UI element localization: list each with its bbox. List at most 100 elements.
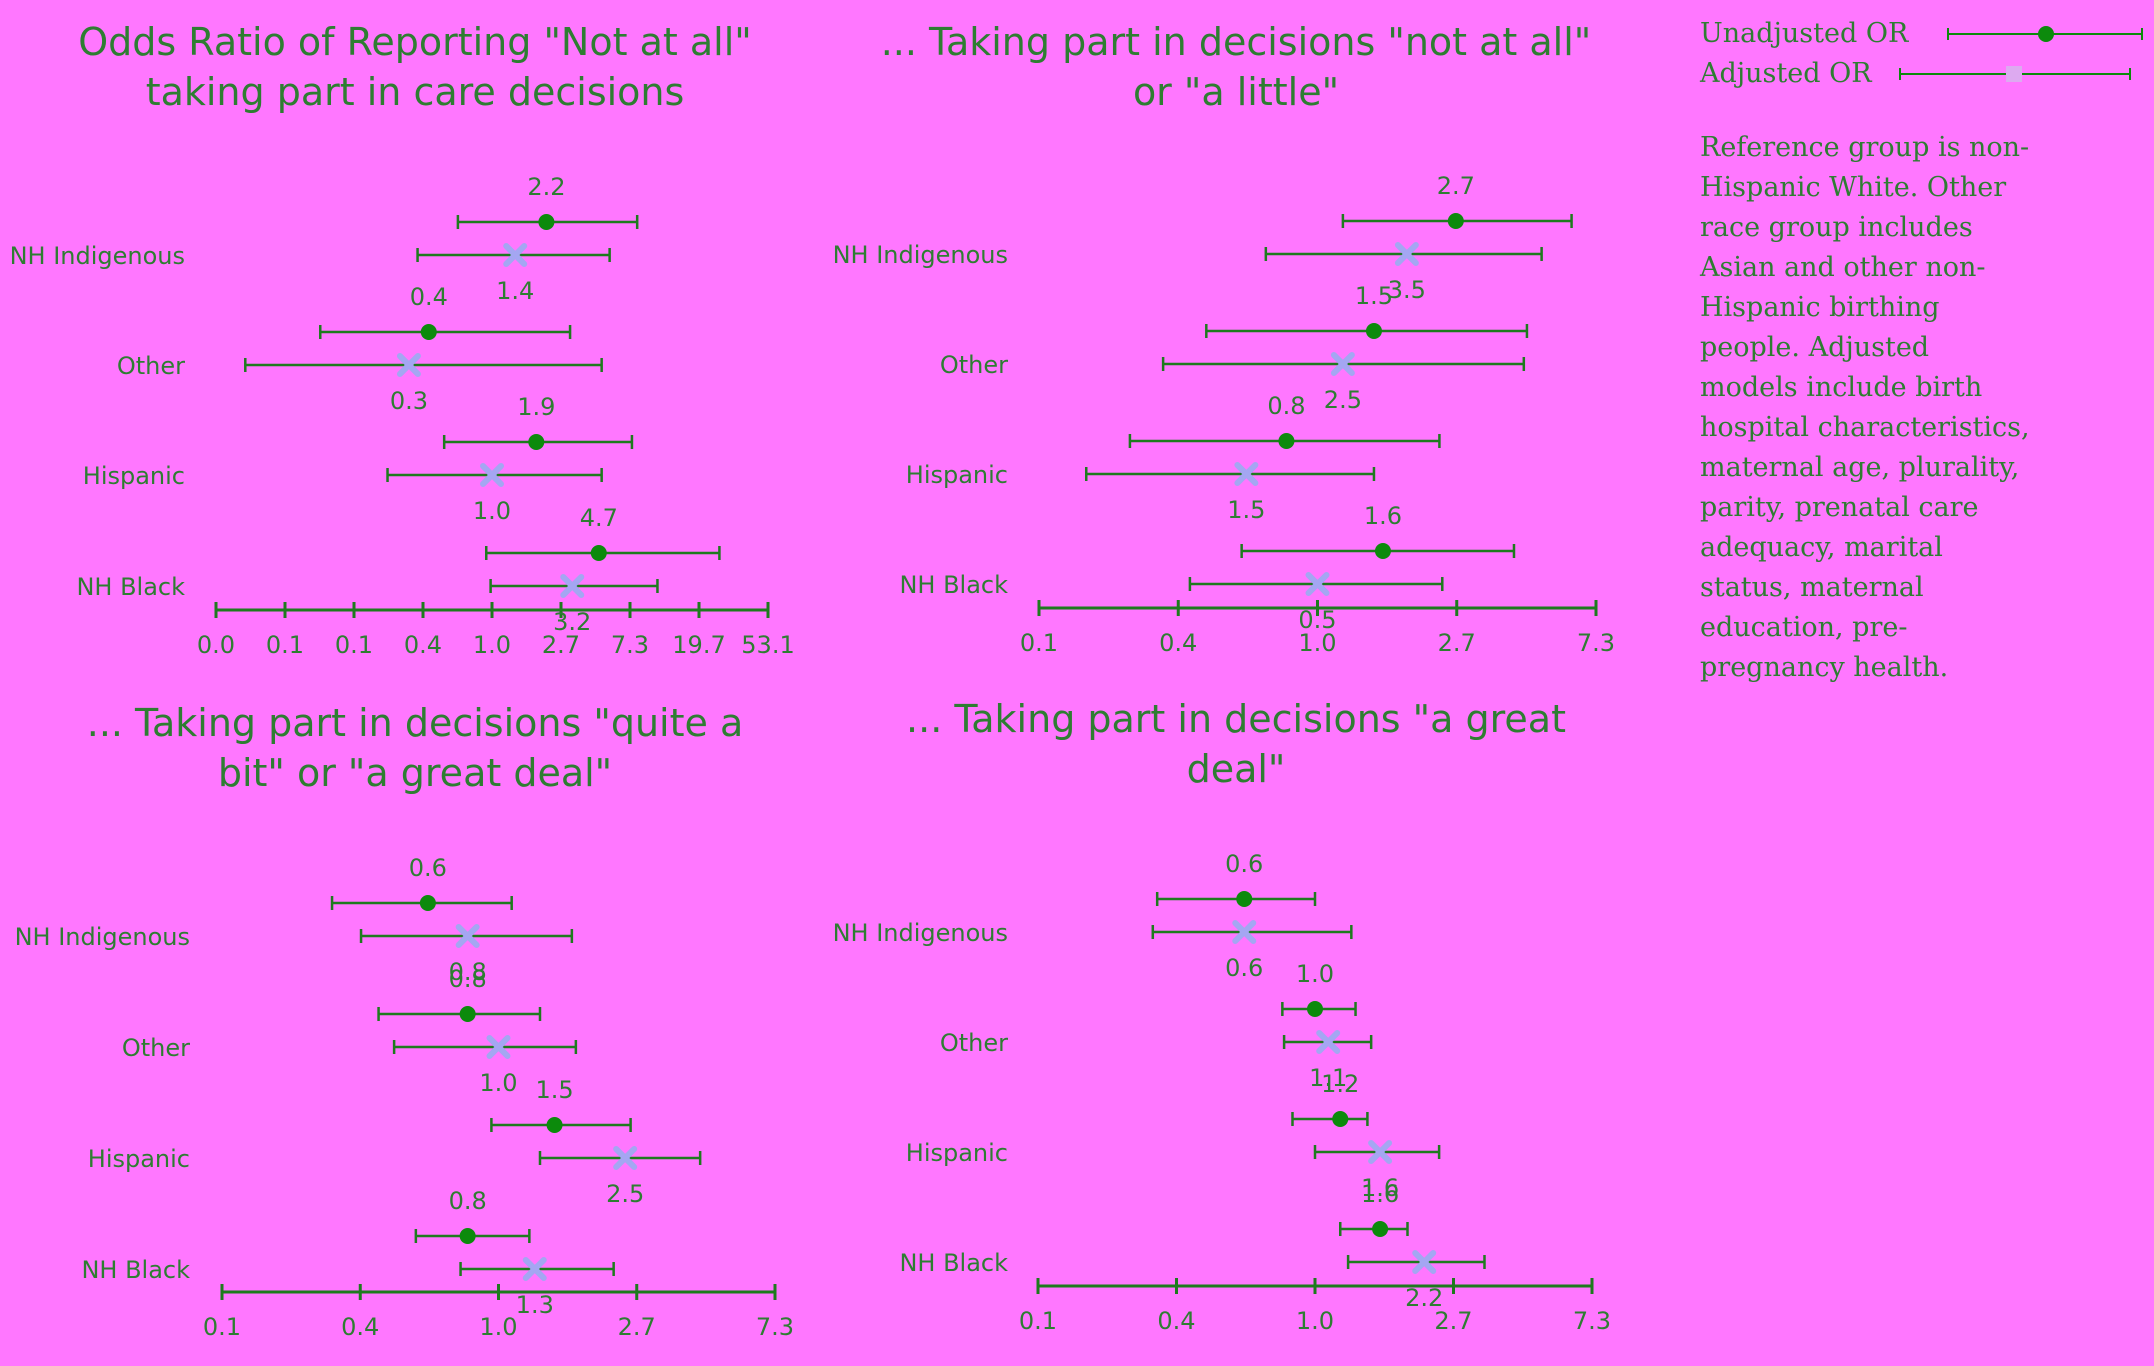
adjusted-or-point xyxy=(1330,352,1355,376)
adjusted-or-point xyxy=(1305,572,1330,596)
unadjusted-or-point xyxy=(538,214,555,230)
unadjusted-or-point xyxy=(420,324,437,340)
group-label: NH Indigenous xyxy=(833,919,1008,947)
unadjusted-or-point xyxy=(1374,543,1391,559)
group-label: NH Black xyxy=(81,1256,190,1284)
legend-adjusted-label: Adjusted OR xyxy=(1700,58,1872,89)
unadjusted-value-label: 0.6 xyxy=(1225,850,1263,878)
panel-title-line: bit" or "a great deal" xyxy=(218,751,612,795)
x-tick-label: 7.3 xyxy=(1573,1307,1611,1335)
legend-unadjusted: Unadjusted OR xyxy=(1700,14,2143,54)
adjusted-value-label: 0.6 xyxy=(1225,954,1263,982)
panel-title-line: or "a little" xyxy=(1133,70,1339,114)
unadjusted-value-label: 0.8 xyxy=(1267,392,1305,420)
adjusted-or-point xyxy=(1368,1140,1393,1164)
x-tick-label: 0.4 xyxy=(404,631,442,659)
x-tick-label: 2.7 xyxy=(1438,629,1476,657)
adjusted-or-point xyxy=(1234,462,1259,486)
x-tick-label: 7.3 xyxy=(611,631,649,659)
group-label: Other xyxy=(940,351,1008,379)
forest-panel-2: ... Taking part in decisions "not at all… xyxy=(833,20,1616,657)
legend-note: Reference group is non-Hispanic White. O… xyxy=(1700,132,2030,683)
adjusted-or-point xyxy=(1232,920,1257,944)
adjusted-or-point xyxy=(1412,1250,1437,1274)
group-label: Other xyxy=(940,1029,1008,1057)
unadjusted-or-point xyxy=(1365,323,1382,339)
adjusted-value-label: 1.1 xyxy=(1309,1064,1347,1092)
unadjusted-value-label: 0.8 xyxy=(449,1187,487,1215)
group-label: NH Black xyxy=(899,1249,1008,1277)
adjusted-or-point xyxy=(480,463,504,487)
adjusted-value-label: 3.5 xyxy=(1388,276,1426,304)
panel-title-line: Odds Ratio of Reporting "Not at all" xyxy=(78,20,751,64)
forest-panel-4: ... Taking part in decisions "a great dea… xyxy=(833,697,1612,1335)
adjusted-value-label: 2.2 xyxy=(1405,1284,1443,1312)
unadjusted-or-point xyxy=(590,545,607,561)
adjusted-value-label: 0.8 xyxy=(449,958,487,986)
adjusted-value-label: 1.0 xyxy=(479,1069,517,1097)
panel-title-line: ... Taking part in decisions "not at all… xyxy=(881,20,1592,64)
group-label: Other xyxy=(122,1034,190,1062)
adjusted-or-point xyxy=(522,1257,547,1281)
group-label: Hispanic xyxy=(906,1139,1008,1167)
forest-panel-1: Odds Ratio of Reporting "Not at all" taki… xyxy=(10,20,795,659)
x-tick-label: 0.1 xyxy=(266,631,304,659)
adjusted-value-label: 0.5 xyxy=(1298,606,1336,634)
x-tick-label: 0.1 xyxy=(203,1313,241,1341)
x-tick-label: 1.0 xyxy=(1296,1307,1334,1335)
adjusted-value-label: 2.5 xyxy=(1324,386,1362,414)
legend-unadjusted-marker xyxy=(1947,26,2143,42)
unadjusted-or-point xyxy=(1307,1001,1323,1017)
forest-panel-3: ... Taking part in decisions "quite a bit… xyxy=(15,701,795,1341)
group-label: NH Black xyxy=(899,571,1008,599)
unadjusted-value-label: 0.4 xyxy=(410,283,448,311)
unadjusted-value-label: 1.6 xyxy=(1364,502,1402,530)
x-tick-label: 7.3 xyxy=(756,1313,794,1341)
adjusted-value-label: 1.5 xyxy=(1227,496,1265,524)
adjusted-value-label: 2.5 xyxy=(606,1180,644,1208)
unadjusted-or-point xyxy=(1236,891,1253,907)
legend: Unadjusted OR Adjusted OR Reference grou… xyxy=(1700,14,2143,688)
unadjusted-value-label: 1.0 xyxy=(1296,960,1334,988)
panel-title-line: ... Taking part in decisions "a great xyxy=(906,697,1566,741)
unadjusted-value-label: 2.7 xyxy=(1437,172,1475,200)
unadjusted-or-point xyxy=(546,1117,563,1133)
x-tick-label: 0.1 xyxy=(1019,1307,1057,1335)
panel-title-line: deal" xyxy=(1187,747,1286,791)
panel-title-line: taking part in care decisions xyxy=(146,70,685,114)
unadjusted-or-point xyxy=(459,1228,476,1244)
adjusted-value-label: 1.6 xyxy=(1361,1174,1399,1202)
x-tick-label: 0.4 xyxy=(341,1313,379,1341)
x-tick-label: 2.7 xyxy=(618,1313,656,1341)
unadjusted-or-point xyxy=(1278,433,1295,449)
adjusted-value-label: 0.3 xyxy=(390,387,428,415)
panel-title-line: ... Taking part in decisions "quite a xyxy=(87,701,744,745)
x-tick-label: 2.7 xyxy=(1434,1307,1472,1335)
unadjusted-or-point xyxy=(1332,1111,1349,1127)
adjusted-value-label: 1.0 xyxy=(473,497,511,525)
adjusted-or-point xyxy=(613,1146,638,1170)
x-tick-label: 0.1 xyxy=(335,631,373,659)
group-label: NH Indigenous xyxy=(833,241,1008,269)
unadjusted-value-label: 2.2 xyxy=(527,173,565,201)
unadjusted-or-point xyxy=(1447,213,1464,229)
x-tick-label: 1.0 xyxy=(479,1313,517,1341)
unadjusted-value-label: 1.9 xyxy=(517,393,555,421)
adjusted-value-label: 3.2 xyxy=(553,608,591,636)
adjusted-or-point xyxy=(455,924,480,948)
adjusted-or-point xyxy=(560,574,585,598)
adjusted-value-label: 1.4 xyxy=(496,277,534,305)
legend-adjusted: Adjusted OR xyxy=(1700,54,2140,94)
unadjusted-value-label: 1.6 xyxy=(1361,1180,1399,1208)
unadjusted-value-label: 1.2 xyxy=(1321,1070,1359,1098)
unadjusted-or-point xyxy=(419,895,436,911)
x-tick-label: 7.3 xyxy=(1577,629,1615,657)
unadjusted-value-label: 1.5 xyxy=(535,1076,573,1104)
legend-adjusted-marker xyxy=(1899,66,2131,82)
group-label: NH Indigenous xyxy=(15,923,190,951)
x-tick-label: 0.1 xyxy=(1020,629,1058,657)
unadjusted-value-label: 4.7 xyxy=(580,504,618,532)
legend-unadjusted-label: Unadjusted OR xyxy=(1700,18,1909,49)
unadjusted-value-label: 1.5 xyxy=(1355,282,1393,310)
